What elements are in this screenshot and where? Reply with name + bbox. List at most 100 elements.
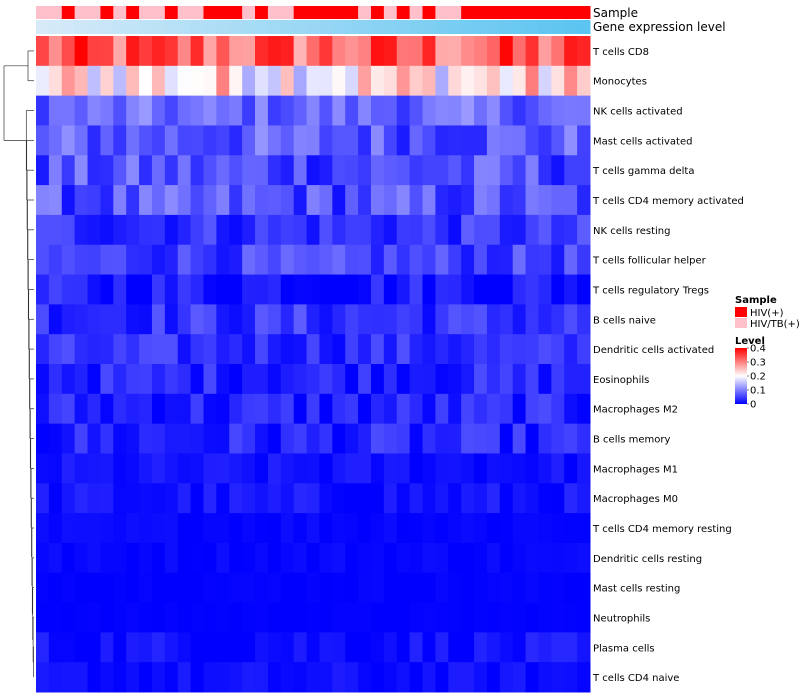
heatmap-cell (203, 65, 217, 97)
heatmap-cell (319, 36, 333, 67)
heatmap-cell (422, 125, 436, 156)
heatmap-cell (499, 304, 514, 335)
heatmap-cell (48, 244, 63, 276)
heatmap-cell (306, 483, 320, 514)
heatmap-cell (151, 65, 166, 97)
heatmap-cell (216, 662, 230, 693)
heatmap-cell (177, 274, 192, 305)
heatmap-cell (499, 453, 514, 484)
heatmap-cell (409, 364, 424, 395)
heatmap-cell (474, 662, 488, 693)
heatmap-cell (151, 662, 166, 693)
heatmap-cell (74, 304, 89, 335)
heatmap-cell (345, 36, 359, 67)
heatmap-cell (370, 542, 385, 574)
heatmap-cell (577, 453, 591, 484)
row-labels: T cells CD8 Monocytes NK cells activated Ma… (592, 47, 744, 684)
heatmap-cell (164, 423, 179, 454)
heatmap-cell (370, 513, 385, 544)
expression-annotation-cell (422, 20, 436, 34)
heatmap-cell (435, 483, 449, 514)
heatmap-cell (151, 304, 166, 335)
heatmap-cell (409, 65, 424, 97)
heatmap-cell (87, 542, 101, 574)
heatmap-cell (306, 185, 320, 216)
heatmap-cell (525, 483, 539, 514)
heatmap-cell (383, 662, 398, 693)
heatmap-cell (267, 334, 282, 365)
sample-annotation-cell (499, 6, 514, 19)
heatmap-cell (306, 632, 320, 663)
heatmap-cell (139, 453, 153, 484)
heatmap-cell (229, 244, 243, 276)
expression-annotation-cell (48, 20, 63, 34)
heatmap-cell (100, 95, 114, 126)
heatmap-cell (486, 304, 501, 335)
heatmap-cell (267, 95, 282, 126)
heatmap-cell (177, 423, 192, 454)
heatmap-cell (216, 393, 230, 425)
heatmap-cell (577, 274, 591, 305)
heatmap-cell (396, 662, 411, 693)
heatmap-cell (525, 274, 539, 305)
heatmap-cell (151, 632, 166, 663)
heatmap-cell (48, 334, 63, 365)
heatmap-cell (280, 214, 295, 246)
heatmap-cell (267, 244, 282, 276)
heatmap-cell (267, 542, 282, 574)
row-label: NK cells activated (593, 107, 683, 118)
heatmap-cell (61, 334, 76, 365)
heatmap-cell (48, 662, 63, 693)
heatmap-cell (499, 542, 514, 574)
row-label: T cells follicular helper (592, 256, 707, 267)
heatmap-cell (564, 95, 578, 126)
heatmap-cell (126, 423, 140, 454)
heatmap-cell (564, 542, 578, 574)
heatmap-cell (512, 155, 527, 186)
heatmap-cell (525, 95, 539, 126)
heatmap-cell (332, 95, 346, 126)
heatmap-cell (190, 274, 204, 305)
heatmap-cell (525, 185, 539, 216)
heatmap-cell (190, 244, 204, 276)
heatmap-cell (61, 36, 76, 67)
sample-annotation-cell (358, 6, 372, 19)
heatmap-cell (577, 125, 591, 156)
expression-annotation-cell (203, 20, 217, 34)
heatmap-cell (422, 453, 436, 484)
heatmap-cell (48, 602, 63, 633)
heatmap-cell (332, 602, 346, 633)
heatmap-cell (525, 542, 539, 574)
heatmap-cell (461, 125, 475, 156)
heatmap-cell (74, 483, 89, 514)
heatmap-cell (512, 304, 527, 335)
heatmap-cell (203, 244, 217, 276)
heatmap-cell (36, 334, 50, 365)
heatmap-cell (87, 572, 101, 604)
heatmap-cell (486, 36, 501, 67)
heatmap-cell (87, 483, 101, 514)
heatmap-cell (345, 334, 359, 365)
sample-annotation-cell (422, 6, 436, 19)
heatmap-cell (461, 483, 475, 514)
heatmap-cell (396, 274, 411, 305)
heatmap-cell (36, 155, 50, 186)
heatmap-cell (564, 602, 578, 633)
heatmap-cell (255, 244, 269, 276)
heatmap-cell (486, 185, 501, 216)
heatmap-cell (370, 632, 385, 663)
heatmap-cell (293, 364, 308, 395)
heatmap-cell (190, 36, 204, 67)
heatmap-cell (177, 334, 192, 365)
heatmap-cell (383, 155, 398, 186)
expression-annotation-cell (486, 20, 501, 34)
legend-swatch-hivtb (735, 318, 747, 328)
heatmap-cell (255, 423, 269, 454)
heatmap-cell (177, 364, 192, 395)
heatmap-cell (306, 214, 320, 246)
heatmap-cell (564, 125, 578, 156)
heatmap-cell (293, 572, 308, 604)
heatmap-cell (358, 572, 372, 604)
heatmap-cell (126, 572, 140, 604)
heatmap-cell (396, 542, 411, 574)
